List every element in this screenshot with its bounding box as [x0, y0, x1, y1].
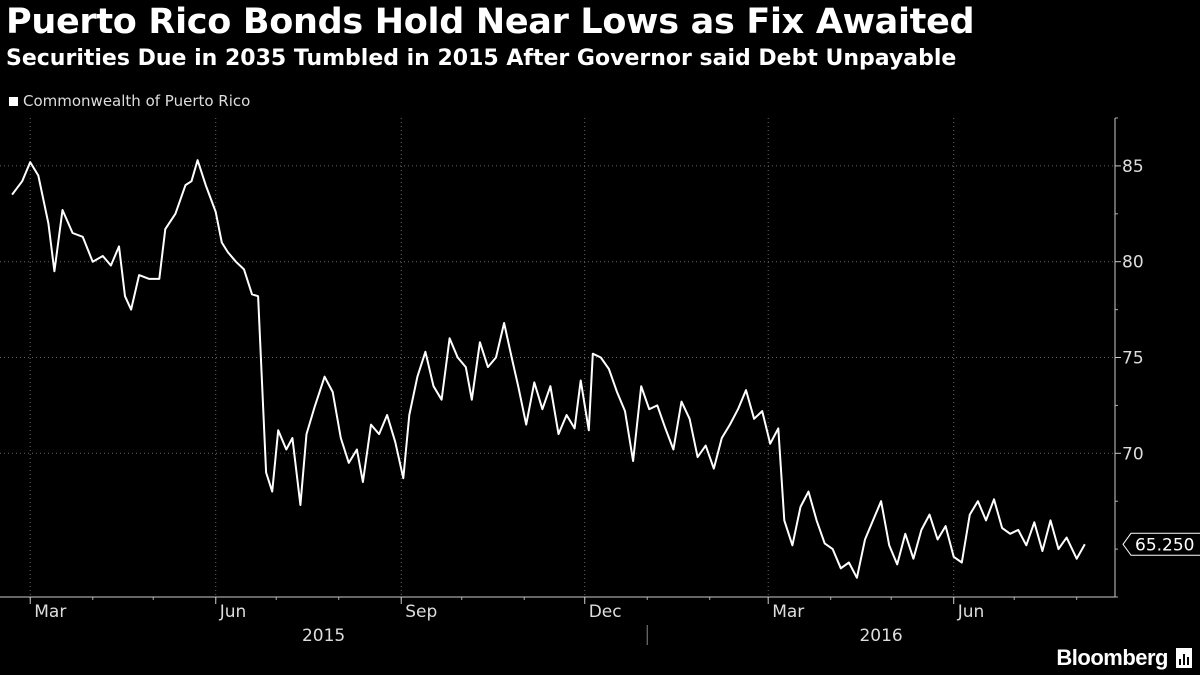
terminal-icon	[1176, 648, 1192, 668]
y-tick-label: 80	[1122, 253, 1144, 273]
year-label: 2015	[302, 626, 345, 646]
chart-title: Puerto Rico Bonds Hold Near Lows as Fix …	[6, 2, 975, 42]
y-tick-label: 70	[1122, 444, 1144, 464]
last-value-tag	[1122, 532, 1200, 556]
x-tick-label: Dec	[589, 602, 622, 622]
grid	[0, 118, 1115, 597]
y-tick-label: 75	[1122, 349, 1144, 369]
legend-swatch	[9, 96, 18, 106]
x-tick-label: Jun	[219, 602, 247, 622]
x-tick-label: Sep	[405, 602, 437, 622]
brand-logo-text: Bloomberg	[1056, 645, 1168, 670]
legend: Commonwealth of Puerto Rico	[9, 92, 250, 110]
x-tick-label: Jun	[957, 602, 985, 622]
series-line	[11, 159, 1086, 579]
axis-labels: 70 75 80 85 Mar Jun Sep Dec Mar Jun 2015 2016 65.250	[34, 157, 1200, 646]
last-value-label: 65.250	[1135, 535, 1194, 555]
axes	[0, 117, 1121, 645]
legend-label: Commonwealth of Puerto Rico	[23, 92, 251, 110]
y-tick-label: 85	[1122, 157, 1144, 177]
chart-subtitle: Securities Due in 2035 Tumbled in 2015 A…	[6, 46, 957, 71]
brand: Bloomberg	[1056, 645, 1192, 671]
series-layer	[11, 159, 1086, 579]
x-tick-label: Mar	[34, 602, 66, 622]
x-tick-label: Mar	[772, 602, 804, 622]
year-label: 2016	[859, 626, 902, 646]
